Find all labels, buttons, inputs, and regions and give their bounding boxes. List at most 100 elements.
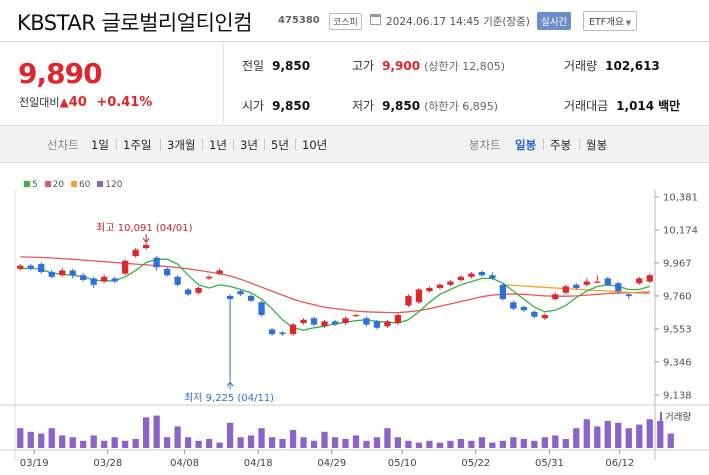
volume-bar bbox=[258, 428, 265, 448]
y-tick-label: 9,553 bbox=[663, 324, 692, 335]
x-tick-label: 05/22 bbox=[461, 458, 490, 469]
legend-label: 120 bbox=[105, 180, 123, 190]
volume-bar bbox=[604, 421, 611, 448]
legend-swatch bbox=[44, 181, 51, 187]
candle-body bbox=[352, 315, 360, 317]
candle-daily[interactable]: 일봉 bbox=[515, 138, 537, 152]
candle-body bbox=[426, 287, 433, 292]
stat-label: 전일 bbox=[242, 59, 265, 73]
volume-bar bbox=[489, 442, 496, 448]
etf-info-dropdown[interactable]: ETF개요 ▼ bbox=[583, 11, 638, 31]
volume-bar bbox=[289, 430, 297, 448]
x-tick-label: 04/29 bbox=[317, 458, 346, 469]
stat-high: 고가 9,900 (상한가 12,805) bbox=[352, 57, 505, 74]
ma-legend: 5 20 60 120 bbox=[20, 180, 122, 190]
low-annotation: 최저 9,225 (04/11) bbox=[184, 392, 274, 404]
stat-label: 고가 bbox=[352, 59, 375, 73]
candle-body bbox=[583, 281, 590, 285]
x-tick-label: 04/08 bbox=[170, 458, 199, 469]
volume-bar bbox=[520, 439, 527, 448]
volume-bar bbox=[237, 437, 244, 448]
page-title: KBSTAR 글로벌리얼티인컴 bbox=[17, 11, 253, 35]
candle-body bbox=[153, 257, 160, 268]
candle-body bbox=[373, 321, 381, 328]
candle-body bbox=[163, 268, 171, 276]
divider bbox=[579, 139, 580, 150]
volume-bar bbox=[436, 442, 444, 448]
price-summary: 9,890 전일대비▲40 +0.41% bbox=[0, 43, 224, 123]
x-tick-label: 05/31 bbox=[535, 458, 564, 469]
period-5y[interactable]: 5년 bbox=[271, 138, 289, 152]
candle-body bbox=[48, 272, 55, 277]
high-annotation: 최고 10,091 (04/01) bbox=[96, 222, 192, 234]
candle-body bbox=[436, 284, 444, 288]
volume-bar bbox=[111, 437, 118, 448]
x-tick-label: 05/10 bbox=[388, 458, 417, 469]
volume-bar bbox=[174, 426, 181, 448]
candlestick-chart[interactable]: 10,381 10,174 9,967 9,760 9,553 9,346 9,138 03/… bbox=[0, 190, 709, 475]
volume-bar bbox=[226, 422, 234, 448]
period-3y[interactable]: 3년 bbox=[240, 138, 258, 152]
y-tick-label: 9,967 bbox=[663, 258, 692, 269]
candle-weekly[interactable]: 주봉 bbox=[550, 138, 572, 152]
stat-value: 1,014 bbox=[616, 99, 655, 113]
period-toolbar: 선차트 1일 1주일 3개월 1년 3년 5년 10년 봉차트 일봉 주봉 월봉 bbox=[0, 125, 709, 163]
volume-bar bbox=[321, 431, 328, 448]
candle-body bbox=[205, 276, 213, 279]
change-percent: +0.41% bbox=[96, 95, 153, 110]
stat-volume: 거래량 102,613 bbox=[564, 57, 660, 74]
y-tick-label: 10,381 bbox=[663, 193, 698, 204]
stat-value: 102,613 bbox=[605, 59, 660, 73]
datetime-text: 2024.06.17 14:45 bbox=[386, 16, 480, 28]
candle-body bbox=[195, 287, 202, 293]
candle-body bbox=[405, 295, 412, 306]
stat-label: 저가 bbox=[352, 99, 375, 113]
calendar-icon bbox=[370, 14, 381, 25]
volume-bar bbox=[468, 440, 475, 448]
candle-body bbox=[615, 283, 622, 292]
volume-bar bbox=[615, 422, 622, 448]
amount-unit: 백만 bbox=[658, 99, 681, 113]
volume-bar bbox=[59, 435, 66, 448]
candle-body bbox=[342, 318, 349, 323]
candle-body bbox=[111, 278, 118, 282]
lower-limit: (하한가 6,895) bbox=[424, 100, 498, 113]
legend-label: 5 bbox=[32, 180, 38, 190]
stat-amount: 거래대금 1,014 백만 bbox=[564, 97, 680, 114]
change-amount: 40 bbox=[68, 95, 87, 110]
candle-body bbox=[415, 289, 423, 303]
volume-bar bbox=[667, 433, 674, 448]
volume-legend-swatch bbox=[660, 412, 662, 422]
volume-bar bbox=[594, 426, 601, 448]
candle-body bbox=[226, 295, 234, 300]
current-price: 9,890 bbox=[18, 57, 103, 90]
change-label: 전일대비 bbox=[19, 96, 60, 109]
candle-body bbox=[80, 275, 87, 280]
volume-bar bbox=[478, 437, 486, 448]
period-1y[interactable]: 1년 bbox=[209, 138, 227, 152]
period-10y[interactable]: 10년 bbox=[302, 138, 328, 152]
period-3m[interactable]: 3개월 bbox=[167, 138, 196, 152]
etf-info-label: ETF개요 bbox=[589, 17, 624, 28]
price-change: 전일대비▲40 +0.41% bbox=[19, 94, 152, 110]
candle-monthly[interactable]: 월봉 bbox=[586, 138, 608, 152]
volume-bar bbox=[352, 435, 360, 448]
period-1w[interactable]: 1주일 bbox=[123, 138, 152, 152]
volume-bar bbox=[184, 437, 192, 448]
legend-label: 60 bbox=[78, 180, 91, 190]
market-badge: 코스피 bbox=[329, 13, 362, 30]
candle-body bbox=[636, 278, 643, 284]
volume-bar bbox=[342, 439, 349, 448]
volume-bar bbox=[373, 437, 381, 448]
candle-body bbox=[489, 275, 496, 279]
realtime-button[interactable]: 실시간 bbox=[537, 12, 572, 30]
candle-body bbox=[384, 321, 391, 327]
volume-bar bbox=[583, 419, 590, 448]
timestamp: 2024.06.17 14:45 기준(장중) bbox=[386, 14, 530, 29]
legend-swatch bbox=[24, 181, 30, 187]
volume-bar bbox=[163, 437, 171, 448]
period-1d[interactable]: 1일 bbox=[91, 138, 109, 152]
stat-label: 거래대금 bbox=[564, 99, 609, 113]
volume-bar bbox=[143, 417, 150, 448]
stat-prev: 전일 9,850 bbox=[242, 57, 310, 74]
